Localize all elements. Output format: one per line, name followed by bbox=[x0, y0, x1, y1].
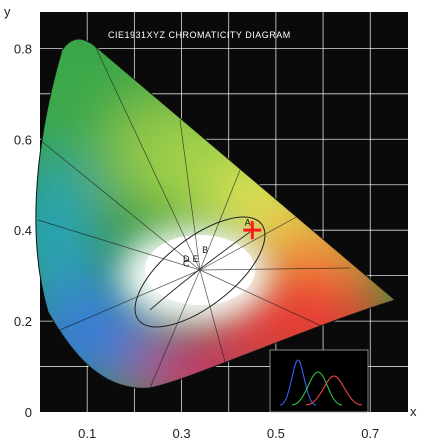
point-label: B bbox=[202, 245, 208, 255]
y-tick-label: 0 bbox=[25, 405, 32, 420]
point-label: E bbox=[193, 254, 199, 264]
point-label: C bbox=[183, 259, 190, 269]
spectral-inset bbox=[269, 349, 369, 413]
point-label: D bbox=[183, 254, 190, 264]
chart-title: CIE1931XYZ CHROMATICITY DIAGRAM bbox=[108, 30, 291, 40]
color-region-boundaries bbox=[37, 45, 351, 389]
y-tick-label: 0.8 bbox=[14, 41, 32, 56]
x-tick-label: 0.5 bbox=[267, 426, 285, 441]
y-tick-label: 0.4 bbox=[14, 223, 32, 238]
planckian-locus bbox=[149, 231, 251, 311]
x-tick-label: 0.7 bbox=[361, 426, 379, 441]
x-axis-label: x bbox=[410, 404, 417, 419]
point-label: A bbox=[245, 218, 251, 228]
y-axis-label: y bbox=[4, 4, 11, 19]
red-plus-marker bbox=[243, 221, 262, 240]
y-tick-label: 0.6 bbox=[14, 132, 32, 147]
spectral-locus-outline bbox=[35, 38, 397, 389]
y-tick-label: 0.2 bbox=[14, 314, 32, 329]
x-tick-label: 0.3 bbox=[172, 426, 190, 441]
tolerance-ellipse bbox=[134, 216, 266, 328]
chart-marks: 0.1 0.3 0.5 0.7 0 0.2 0.4 0.6 0.8 A B CD E bbox=[14, 41, 379, 441]
x-tick-label: 0.1 bbox=[78, 426, 96, 441]
